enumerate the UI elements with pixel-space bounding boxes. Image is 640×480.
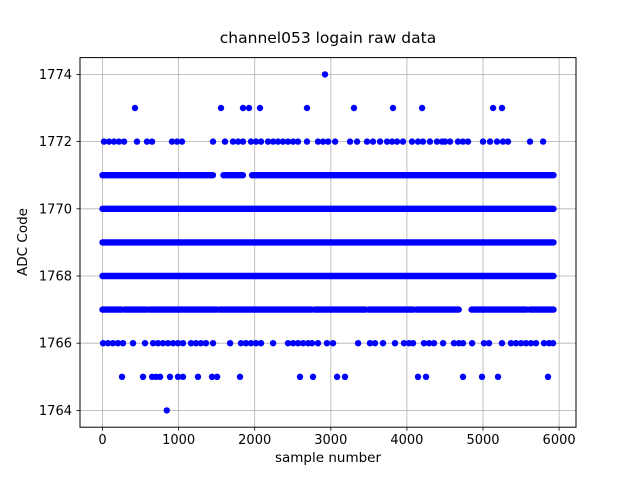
scatter-row-1774: [321, 71, 329, 78]
scatter-row-1772: [100, 138, 547, 145]
x-tick-label: 0: [98, 433, 106, 448]
x-tick-label: 5000: [466, 433, 499, 448]
x-tick-label: 6000: [543, 433, 576, 448]
y-tick-label: 1772: [39, 135, 72, 150]
scatter-row-1765: [118, 373, 552, 380]
axis-ticks: 0 1000 2000 3000 4000 5000 6000 1764 1766 1768 177…: [39, 68, 576, 448]
scatter-row-1773: [131, 104, 506, 112]
scatter-row-1764: [163, 407, 170, 414]
x-tick-label: 3000: [314, 433, 347, 448]
y-tick-label: 1774: [39, 68, 72, 83]
plot-border: [79, 57, 577, 428]
y-tick-label: 1768: [39, 270, 72, 285]
y-axis-label: ADC Code: [15, 208, 31, 276]
y-tick-label: 1770: [39, 202, 72, 217]
chart-title: channel053 logain raw data: [220, 29, 436, 47]
y-tick-label: 1764: [39, 404, 72, 419]
x-tick-label: 4000: [390, 433, 423, 448]
scatter-row-1766: [99, 340, 557, 347]
x-axis-label: sample number: [275, 450, 382, 466]
y-tick-label: 1766: [39, 337, 72, 352]
scatter-points: [99, 71, 557, 414]
x-tick-label: 1000: [162, 433, 195, 448]
x-tick-label: 2000: [238, 433, 271, 448]
